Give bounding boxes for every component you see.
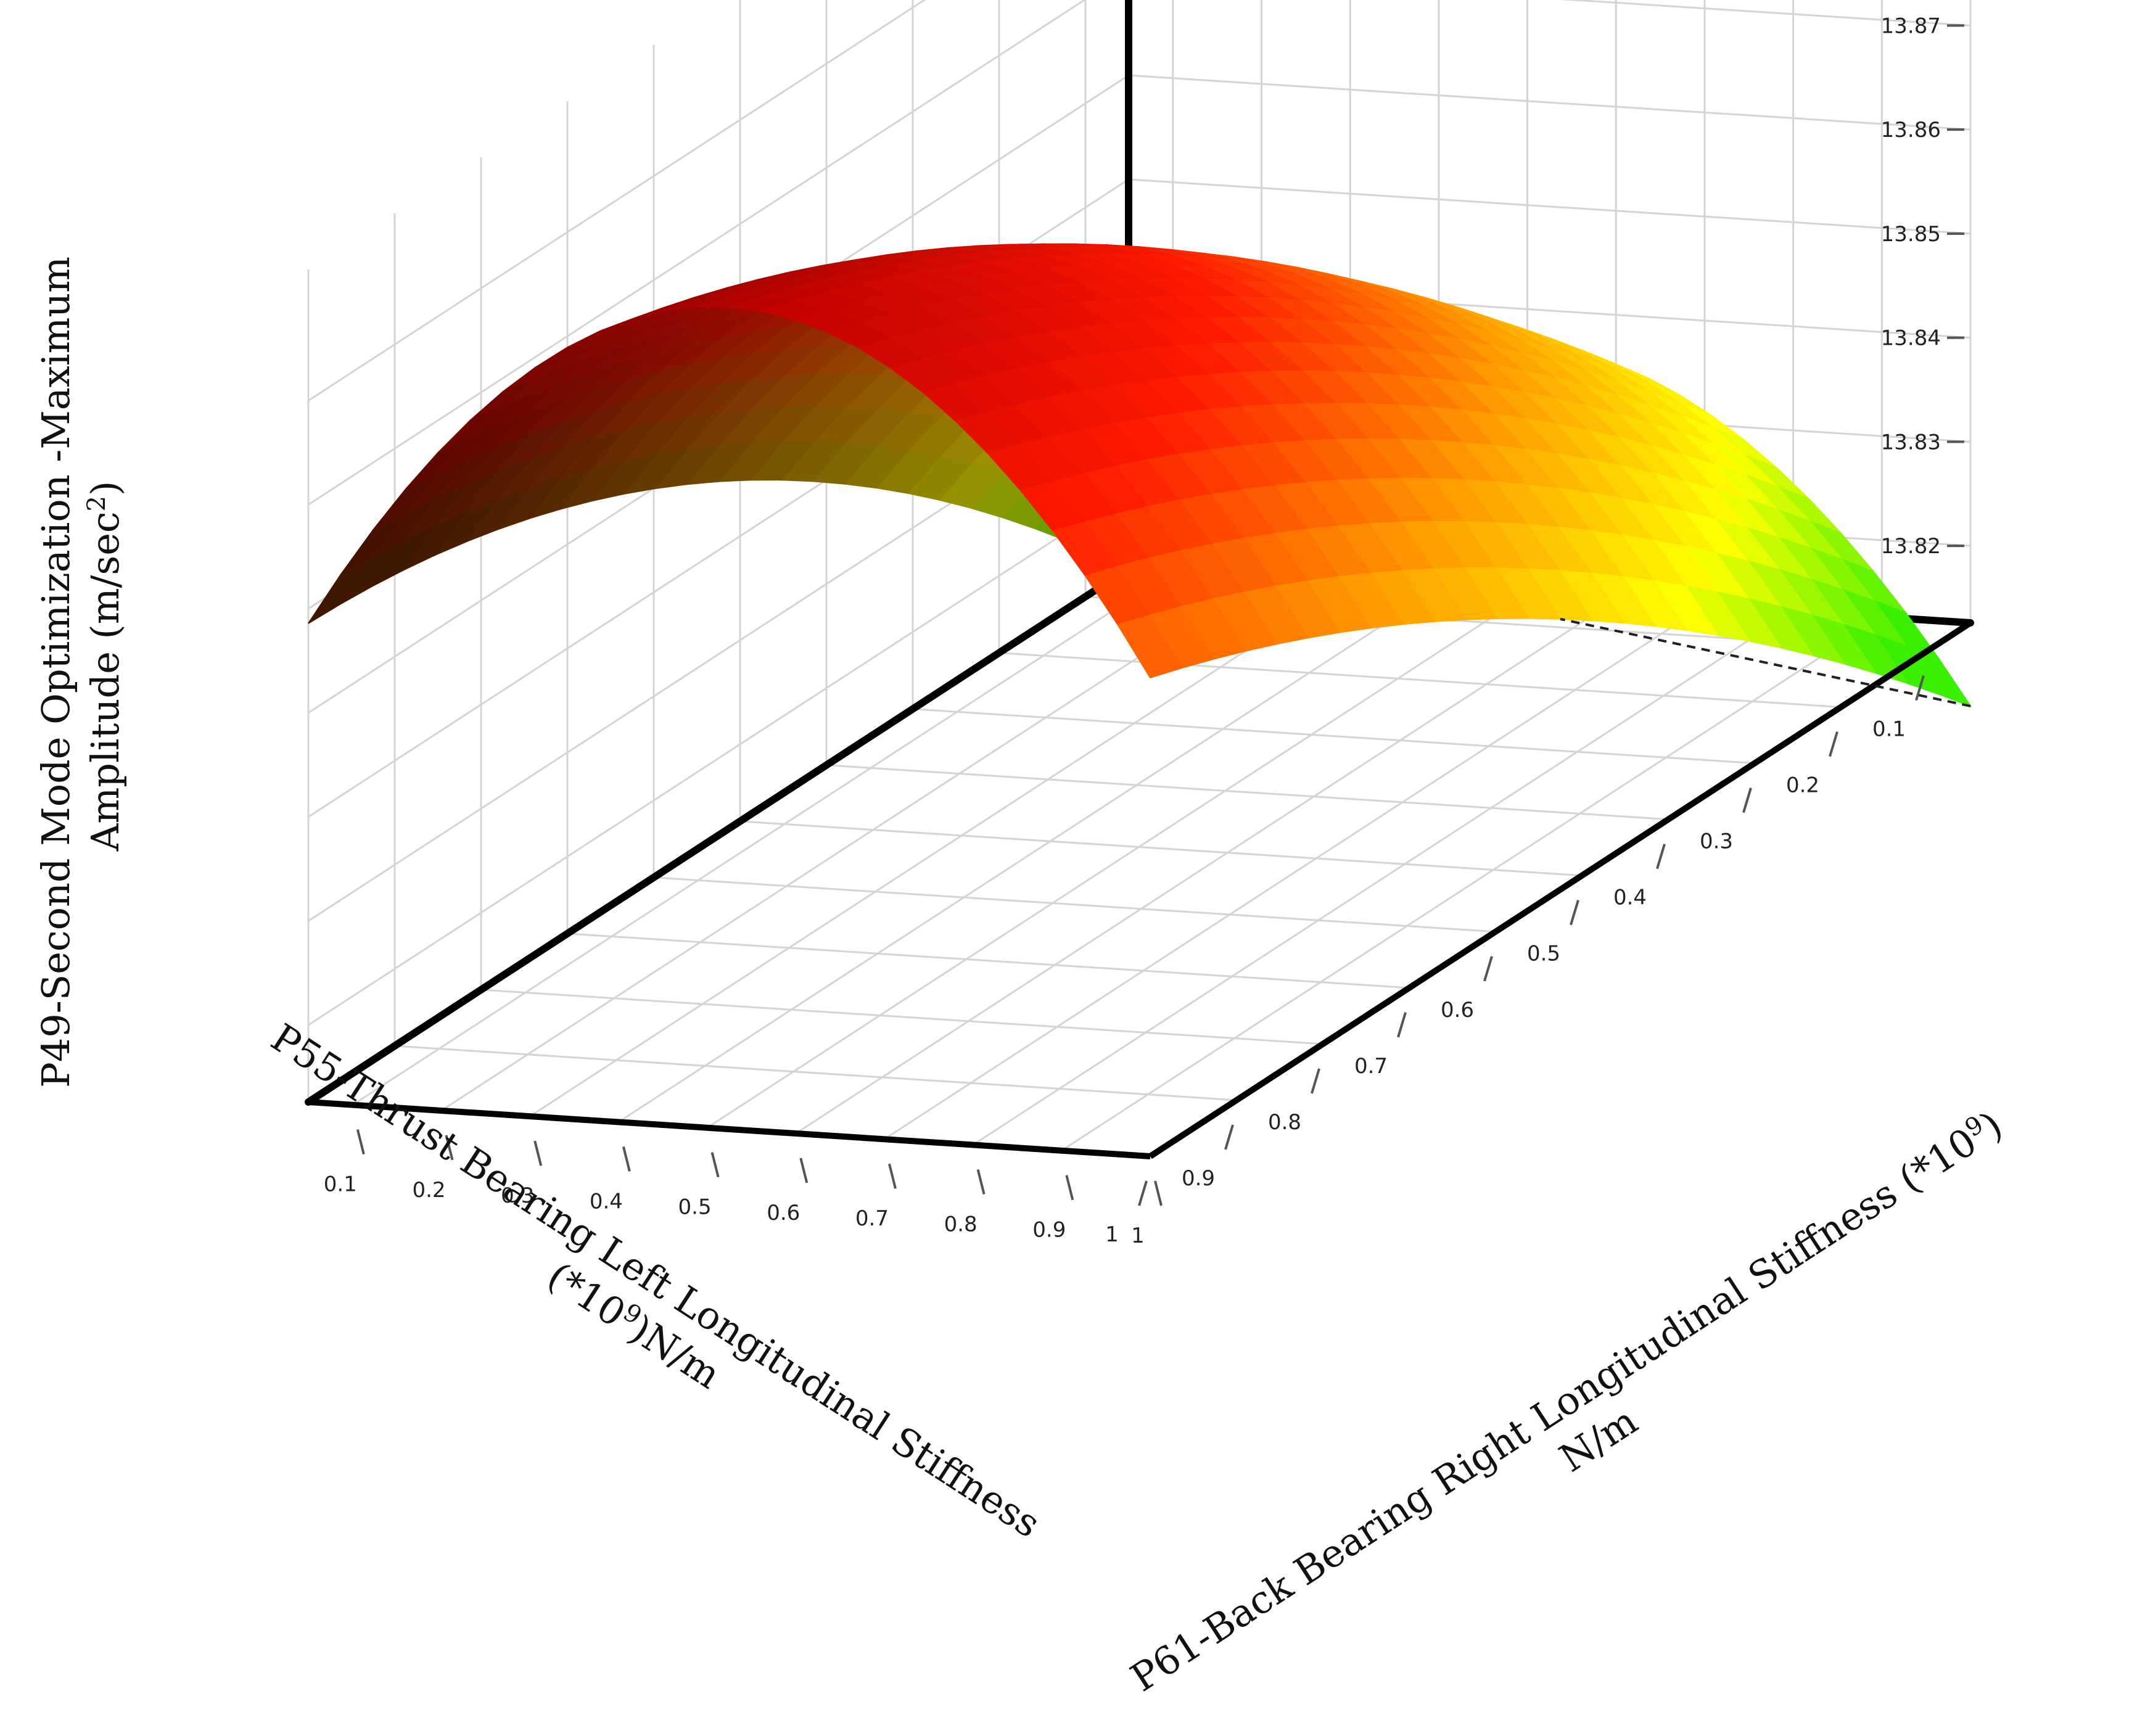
floor-grid-line (884, 604, 1705, 1140)
floor-grid-line (480, 989, 1323, 1045)
wall-grid-line (1128, 178, 1971, 235)
x-tick-mark (1829, 731, 1838, 757)
wall-grid-line (308, 0, 1087, 506)
x-tick-label: 0.9 (1182, 1166, 1215, 1191)
x-tick-label: 0.2 (1786, 773, 1819, 798)
x-tick-label: 0.5 (1527, 942, 1560, 966)
y-tick-label: 0.3 (501, 1183, 534, 1208)
x-tick-label: 0.7 (1354, 1054, 1388, 1079)
surface-mesh (308, 243, 1972, 708)
x-tick-mark (1915, 675, 1925, 701)
dashed-guide (1560, 617, 1971, 707)
wall-grid-line (1128, 74, 1971, 131)
tick-labels: 13.8213.8313.8413.8513.8613.8713.880.10.… (324, 14, 1964, 1248)
floor-grid-line (912, 708, 1755, 765)
floor-grid-line (1061, 616, 1883, 1151)
y-tick-mark (888, 1163, 897, 1189)
floor-grid-line (618, 588, 1439, 1123)
y-axis-title: P61-Back Bearing Right Longitudinal Stif… (1122, 1096, 2047, 1736)
wall-grid-line (1560, 0, 1971, 27)
floor-grid-line (529, 582, 1351, 1117)
y-tick-label: 0.4 (590, 1189, 623, 1214)
floor-grid-line (972, 611, 1794, 1146)
y-tick-mark (976, 1169, 986, 1195)
floor-grid-line (706, 593, 1528, 1129)
y-tick-label: 0.6 (767, 1201, 800, 1225)
y-tick-mark (799, 1158, 809, 1183)
x-tick-label: 1 (1105, 1222, 1119, 1247)
y-tick-label: 0.8 (944, 1212, 978, 1236)
y-tick-mark (710, 1152, 720, 1178)
front-right-edge (308, 1099, 1151, 1159)
z-axis-title-line2-suffix: ) (83, 481, 128, 496)
z-tick-label: 13.87 (1881, 14, 1941, 38)
y-tick-mark (622, 1146, 631, 1172)
z-axis-title: P49-Second Mode Optimization -Maximum Am… (33, 244, 128, 1088)
x-tick-mark (1656, 844, 1666, 870)
floor-grid-line (795, 599, 1617, 1135)
y-tick-label: 0.5 (678, 1195, 712, 1220)
y-tick-label: 0.9 (1032, 1218, 1066, 1243)
x-tick-label: 0.6 (1441, 998, 1474, 1022)
floor-grid-line (352, 570, 1174, 1106)
y-axis-title-line1: P61-Back Bearing Right Longitudinal Stif… (1122, 1096, 2020, 1701)
y-axis-title-line1-prefix: P61-Back Bearing Right Longitudinal Stif… (1122, 1119, 1984, 1700)
z-tick-label: 13.83 (1881, 430, 1941, 455)
z-tick-label: 13.84 (1881, 326, 1941, 351)
x-axis-title-line1: P55-Thrust Bearing Left Longitudinal Sti… (263, 1015, 1048, 1547)
back-right-axis (305, 565, 1132, 1106)
floor-grid-line (567, 932, 1410, 989)
y-tick-label: 1 (1131, 1224, 1145, 1248)
floor-grid-line (998, 652, 1842, 709)
y-tick-mark (1154, 1180, 1163, 1206)
y-tick-mark (445, 1135, 454, 1161)
x-tick-mark (1397, 1012, 1407, 1038)
x-tick-label: 0.1 (1872, 717, 1906, 742)
z-axis-title-line1: P49-Second Mode Optimization -Maximum (33, 257, 78, 1088)
y-tick-mark (533, 1140, 543, 1166)
floor-grid-line (394, 1045, 1237, 1101)
axis-lines (308, 617, 1972, 1159)
x-tick-mark (1570, 900, 1579, 926)
x-tick-mark (1138, 1180, 1148, 1206)
y-tick-label: 0.1 (324, 1172, 357, 1197)
x-tick-mark (1224, 1124, 1234, 1150)
surface-patch (1116, 614, 1183, 678)
x-tick-mark (1311, 1068, 1320, 1094)
z-tick-label: 13.85 (1881, 222, 1941, 247)
wall-grid-line (308, 0, 926, 401)
z-axis-title-line2: Amplitude (m/sec2) (83, 481, 128, 852)
floor-grid-line (739, 820, 1583, 877)
x-axis-title: P55-Thrust Bearing Left Longitudinal Sti… (236, 1015, 1058, 1595)
floor-grid-line (826, 764, 1669, 821)
floor-grid-line (653, 876, 1496, 933)
z-axis-title-sup: 2 (83, 496, 111, 511)
x-tick-label: 0.3 (1700, 829, 1733, 854)
y-tick-mark (1065, 1175, 1074, 1201)
floor-grid-line (440, 576, 1262, 1112)
y-tick-label: 0.2 (412, 1178, 445, 1203)
front-left-edge (1148, 620, 1972, 1159)
x-tick-label: 0.8 (1268, 1110, 1301, 1135)
x-tick-label: 0.4 (1613, 886, 1647, 910)
z-tick-label: 13.82 (1881, 534, 1941, 559)
x-tick-mark (1483, 956, 1493, 982)
wall-grid-line (308, 490, 1129, 1026)
z-axis-title-line2-prefix: Amplitude (m/sec (83, 511, 128, 852)
z-tick-label: 13.86 (1881, 118, 1941, 142)
y-tick-mark (356, 1129, 365, 1155)
x-tick-mark (1742, 788, 1752, 813)
y-tick-label: 0.7 (855, 1206, 889, 1231)
